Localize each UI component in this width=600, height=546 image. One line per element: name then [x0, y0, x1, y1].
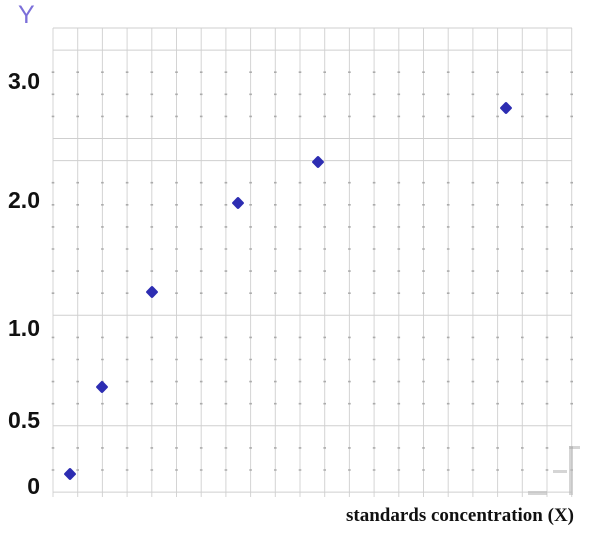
data-point-diamond: [312, 156, 324, 168]
watermark-fragment: [528, 491, 547, 495]
y-tick-label: 0: [27, 473, 40, 499]
y-tick-label: 2.0: [8, 187, 40, 213]
y-tick-label: 3.0: [8, 68, 40, 94]
data-point-diamond: [64, 468, 76, 480]
x-axis-title: standards concentration (X): [346, 505, 574, 526]
data-point-diamond: [500, 102, 512, 114]
watermark-fragment: [569, 446, 580, 449]
data-point-diamond: [96, 381, 108, 393]
watermark-fragment: [569, 446, 573, 495]
y-tick-label: 1.0: [8, 315, 40, 341]
data-point-diamond: [232, 197, 244, 209]
watermark-fragment: [553, 470, 567, 473]
data-point-diamond: [146, 286, 158, 298]
y-tick-label: 0.5: [8, 407, 40, 433]
y-axis-title: Y: [18, 1, 35, 29]
